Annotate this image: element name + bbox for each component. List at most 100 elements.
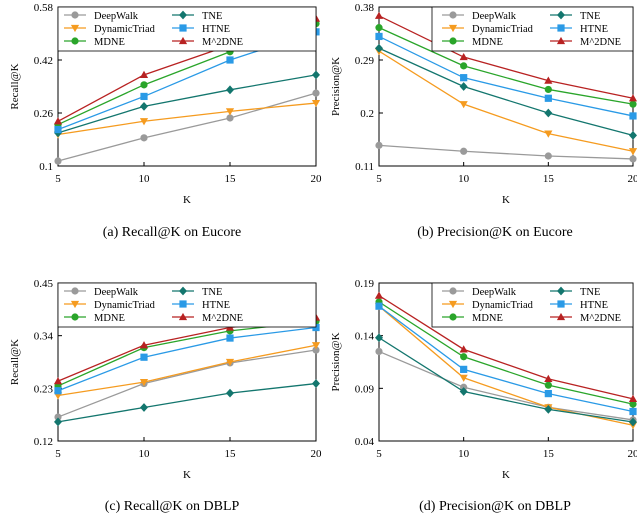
legend-marker xyxy=(179,10,187,20)
series-deepwalk xyxy=(54,89,320,165)
series-m2dne xyxy=(374,11,637,102)
legend-label: HTNE xyxy=(202,300,230,311)
data-point xyxy=(460,365,468,373)
legend-label: M^2DNE xyxy=(202,313,243,324)
y-tick-label: 0.1 xyxy=(39,161,53,173)
legend-marker xyxy=(179,24,187,32)
series-mdne xyxy=(375,24,637,108)
panel-caption: (c) Recall@K on DBLP xyxy=(105,499,240,514)
legend-label: M^2DNE xyxy=(580,37,621,48)
x-tick-label: 10 xyxy=(139,448,151,460)
legend-marker xyxy=(71,287,79,295)
legend-marker xyxy=(178,36,188,45)
series-line xyxy=(378,295,634,400)
series-line xyxy=(378,301,634,405)
data-point xyxy=(139,379,149,387)
x-axis-label: K xyxy=(502,194,510,206)
legend-label: HTNE xyxy=(202,24,230,35)
chart-panel-4: 0.04 0.09 0.14 0.19 5 10 15 20 K Precision@K DeepW… xyxy=(330,278,637,514)
chart-panel-2: 0.11 0.2 0.29 0.38 5 10 15 20 K Precision@K DeepWa… xyxy=(330,2,637,240)
legend-label: DeepWalk xyxy=(94,11,139,22)
series-line xyxy=(57,344,317,397)
series-deepwalk xyxy=(54,346,320,421)
data-point xyxy=(54,125,62,134)
x-tick-label: 15 xyxy=(543,448,555,460)
legend-label: MDNE xyxy=(94,313,125,324)
data-point xyxy=(225,108,235,116)
series-line xyxy=(378,35,634,117)
x-tick-label: 15 xyxy=(225,173,237,185)
series-line xyxy=(57,74,317,134)
series-line xyxy=(378,305,634,413)
data-point xyxy=(139,118,149,126)
data-point xyxy=(312,89,320,97)
data-point xyxy=(53,377,63,385)
data-point xyxy=(311,99,321,108)
series-line xyxy=(57,326,317,392)
legend-marker xyxy=(449,11,457,19)
data-point xyxy=(544,374,553,382)
legend-label: HTNE xyxy=(580,24,608,35)
legend-label: DynamicTriad xyxy=(94,24,156,35)
data-point xyxy=(629,100,637,108)
data-point xyxy=(544,94,552,102)
series-line xyxy=(378,15,634,99)
series-line xyxy=(378,337,634,423)
legend-marker xyxy=(179,286,187,296)
legend-marker xyxy=(448,300,458,309)
legend-marker xyxy=(449,37,457,45)
data-point xyxy=(140,353,148,361)
data-point xyxy=(226,114,234,122)
legend: DeepWalk TNE DynamicTriad HTNE MDNE M^2DNE xyxy=(57,6,317,52)
chart-panel-3: 0.12 0.23 0.34 0.45 5 10 15 20 K Recall@K DeepWalk… xyxy=(9,278,322,514)
data-point xyxy=(54,413,62,421)
legend-marker xyxy=(71,11,79,19)
series-tne xyxy=(375,333,637,427)
data-point xyxy=(629,155,637,163)
data-point xyxy=(544,405,553,414)
legend-marker xyxy=(557,10,565,20)
legend-label: MDNE xyxy=(472,37,503,48)
data-point xyxy=(226,334,234,342)
x-tick-label: 5 xyxy=(55,448,61,460)
data-point xyxy=(226,56,234,64)
y-axis-label: Recall@K xyxy=(9,339,21,385)
x-tick-label: 15 xyxy=(543,173,555,185)
data-point xyxy=(375,24,383,32)
legend-marker xyxy=(557,24,565,32)
data-point xyxy=(460,353,468,361)
series-htne xyxy=(54,323,320,395)
data-point xyxy=(544,85,552,94)
data-point xyxy=(628,148,637,156)
data-point xyxy=(544,76,553,84)
series-line xyxy=(378,144,634,160)
series-tne xyxy=(375,43,637,140)
legend-marker xyxy=(448,24,458,33)
y-tick-label: 0.11 xyxy=(355,161,374,173)
y-tick-label: 0.04 xyxy=(355,436,375,448)
legend: DeepWalk TNE DynamicTriad HTNE MDNE M^2DNE xyxy=(431,6,634,52)
data-point xyxy=(629,130,637,140)
data-point xyxy=(544,152,552,160)
legend-marker xyxy=(556,36,566,45)
y-tick-label: 0.45 xyxy=(34,278,54,290)
data-point xyxy=(374,11,384,19)
legend-label: MDNE xyxy=(472,313,503,324)
data-point xyxy=(54,157,62,165)
legend-label: DynamicTriad xyxy=(94,300,156,311)
legend-label: DynamicTriad xyxy=(472,24,534,35)
series-dynamictriad xyxy=(53,99,321,139)
x-tick-label: 5 xyxy=(376,448,382,460)
x-tick-label: 5 xyxy=(55,173,61,185)
legend-label: M^2DNE xyxy=(580,313,621,324)
legend-marker xyxy=(179,300,187,308)
x-tick-label: 20 xyxy=(311,448,323,460)
series-line xyxy=(57,382,317,423)
x-tick-label: 15 xyxy=(225,448,237,460)
data-point xyxy=(226,85,234,95)
series-tne xyxy=(54,379,320,427)
data-point xyxy=(312,70,320,80)
data-point xyxy=(459,101,468,109)
data-point xyxy=(53,117,63,125)
